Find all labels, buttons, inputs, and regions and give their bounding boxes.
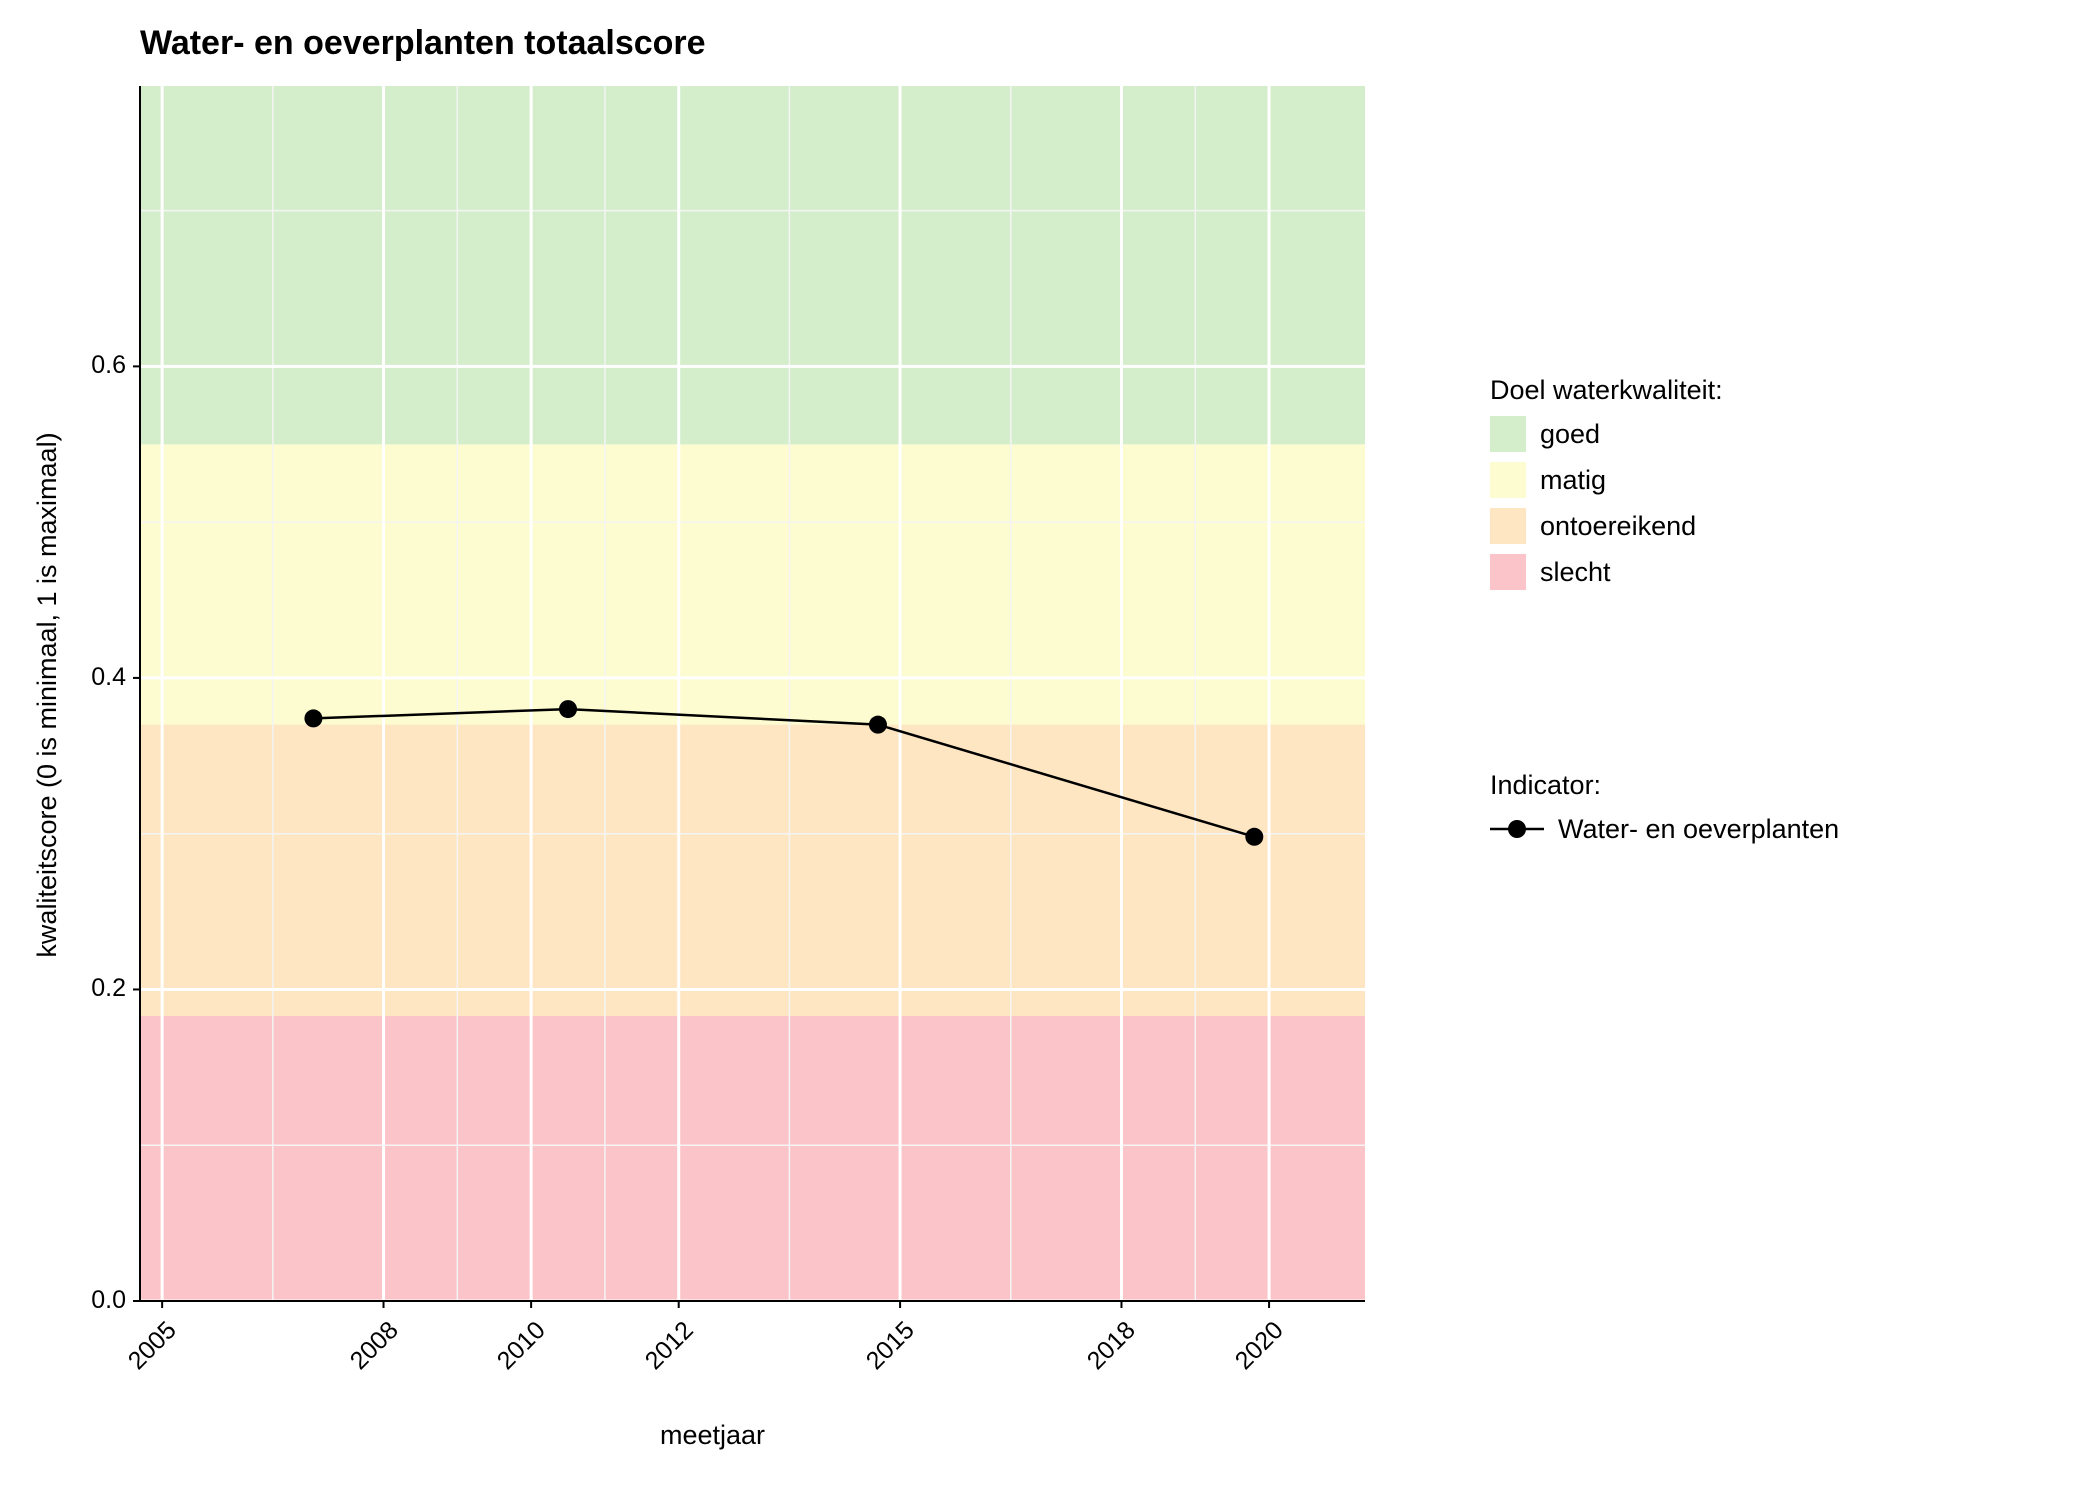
legend-label: ontoereikend xyxy=(1540,511,1696,542)
plot-svg xyxy=(140,86,1365,1301)
legend-item-series: Water- en oeverplanten xyxy=(1490,811,1839,847)
y-axis-title: kwaliteitscore (0 is minimaal, 1 is maxi… xyxy=(32,432,63,957)
series-point xyxy=(304,709,322,727)
legend-series-swatch xyxy=(1490,811,1544,847)
legend-label: goed xyxy=(1540,419,1600,450)
series-point xyxy=(1245,828,1263,846)
y-tick-label: 0.6 xyxy=(71,351,126,380)
x-tick-label: 2015 xyxy=(861,1316,921,1376)
x-tick-label: 2012 xyxy=(639,1316,699,1376)
band-ontoereikend xyxy=(140,725,1365,1016)
legend-indicator: Indicator: Water- en oeverplanten xyxy=(1490,770,1839,857)
band-slecht xyxy=(140,1016,1365,1301)
legend-label: Water- en oeverplanten xyxy=(1558,814,1839,845)
legend-bands-title: Doel waterkwaliteit: xyxy=(1490,375,1723,406)
x-tick-label: 2020 xyxy=(1230,1316,1290,1376)
legend-item-goed: goed xyxy=(1490,416,1723,452)
legend-label: matig xyxy=(1540,465,1606,496)
x-tick-label: 2005 xyxy=(123,1316,183,1376)
chart-title: Water- en oeverplanten totaalscore xyxy=(140,24,706,63)
chart-container: Water- en oeverplanten totaalscore kwali… xyxy=(0,0,2100,1500)
legend-item-ontoereikend: ontoereikend xyxy=(1490,508,1723,544)
legend-swatch xyxy=(1490,554,1526,590)
y-tick-label: 0.2 xyxy=(71,974,126,1003)
legend-item-slecht: slecht xyxy=(1490,554,1723,590)
x-tick-label: 2010 xyxy=(492,1316,552,1376)
legend-label: slecht xyxy=(1540,557,1611,588)
legend-indicator-title: Indicator: xyxy=(1490,770,1839,801)
legend-swatch xyxy=(1490,508,1526,544)
band-matig xyxy=(140,444,1365,724)
legend-item-matig: matig xyxy=(1490,462,1723,498)
y-tick-label: 0.0 xyxy=(71,1286,126,1315)
plot-area xyxy=(140,86,1365,1301)
band-goed xyxy=(140,86,1365,444)
series-point xyxy=(869,716,887,734)
series-point xyxy=(559,700,577,718)
x-axis-title: meetjaar xyxy=(660,1420,765,1451)
legend-swatch xyxy=(1490,462,1526,498)
legend-water-quality: Doel waterkwaliteit: goed matig ontoereike… xyxy=(1490,375,1723,600)
legend-swatch xyxy=(1490,416,1526,452)
y-tick-label: 0.4 xyxy=(71,663,126,692)
x-tick-label: 2018 xyxy=(1082,1316,1142,1376)
x-tick-label: 2008 xyxy=(344,1316,404,1376)
